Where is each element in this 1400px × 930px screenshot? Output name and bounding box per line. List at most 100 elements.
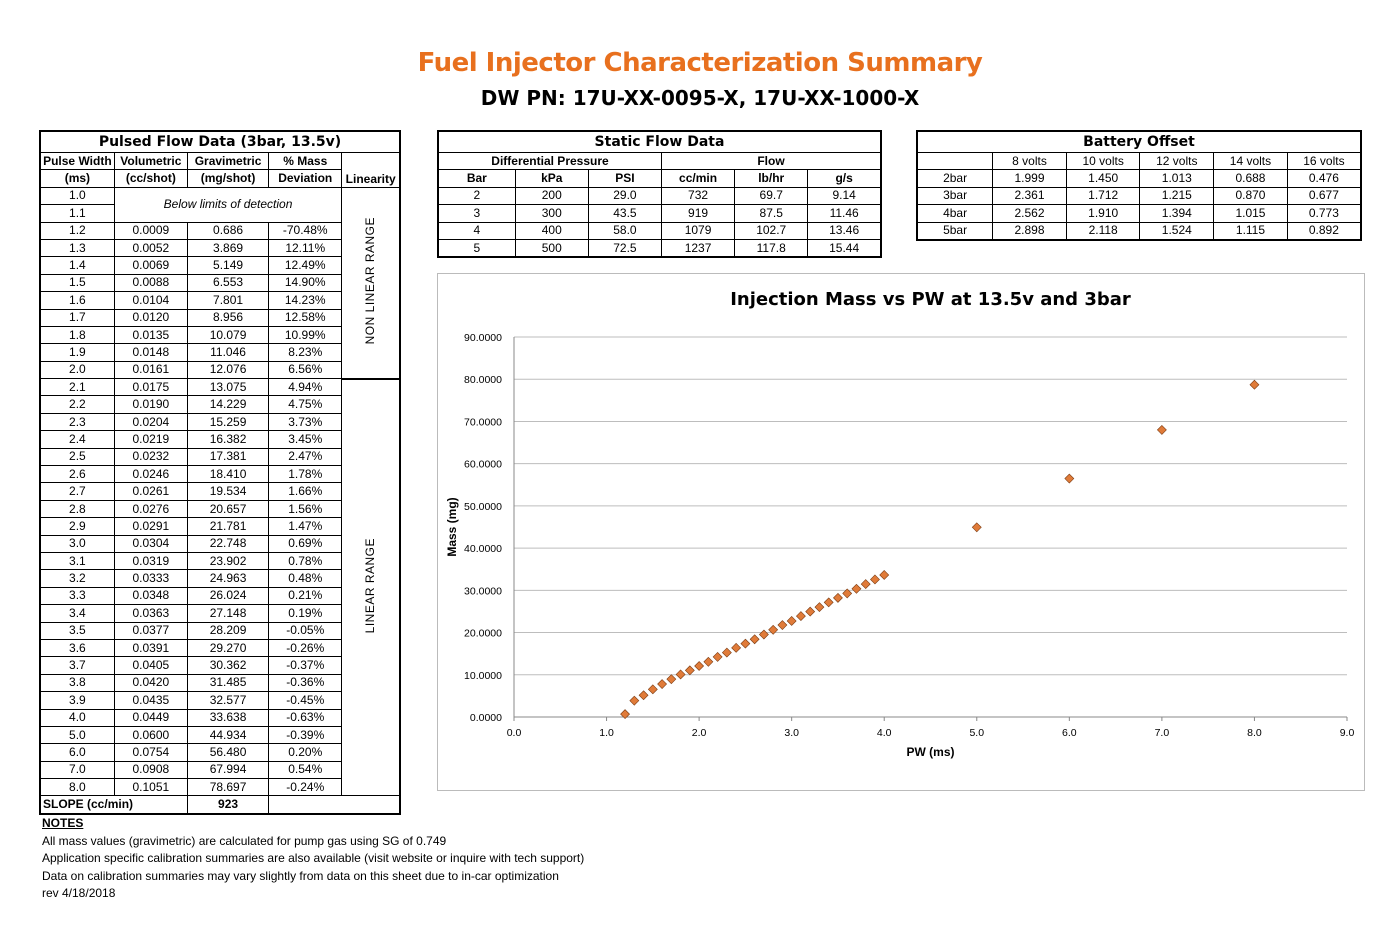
table-row: 1.4 0.0069 5.149 12.49% — [39, 256, 400, 275]
deviation-cell: -0.37% — [268, 656, 343, 675]
pulse-width-cell: 1.7 — [39, 308, 115, 327]
gravimetric-cell: 16.382 — [186, 430, 270, 449]
battery-cell: 2.361 — [992, 186, 1067, 206]
slope-label: SLOPE (cc/min) — [39, 795, 188, 815]
data-point — [879, 570, 890, 580]
battery-col-header: 8 volts — [992, 151, 1067, 171]
mass-vs-pw-chart: Injection Mass vs PW at 13.5v and 3bar 0.… — [437, 273, 1365, 791]
gravimetric-cell: 67.994 — [186, 760, 270, 780]
volumetric-cell: 0.0435 — [113, 691, 188, 710]
deviation-cell: 1.56% — [268, 499, 343, 519]
below-limits-note: Below limits of detection — [113, 186, 343, 223]
pulse-width-cell: 3.4 — [39, 604, 115, 623]
pulse-width-cell: 2.0 — [39, 360, 115, 380]
gravimetric-cell: 6.553 — [186, 273, 270, 293]
header-volumetric-unit: (cc/shot) — [113, 169, 188, 188]
data-point — [684, 665, 695, 676]
table-row: 3.7 0.0405 30.362 -0.37% — [39, 656, 400, 675]
deviation-cell: 0.69% — [268, 534, 343, 553]
battery-cell: 1.013 — [1139, 169, 1215, 188]
gravimetric-cell: 12.076 — [186, 360, 270, 380]
static-col-header: PSI — [587, 169, 662, 188]
pulse-width-cell: 1.3 — [39, 238, 115, 258]
data-point — [675, 669, 686, 680]
volumetric-cell: 0.0420 — [113, 673, 188, 693]
y-tick-label: 80.0000 — [464, 374, 502, 386]
x-tick-label: 8.0 — [1247, 727, 1262, 739]
gravimetric-cell: 20.657 — [186, 499, 270, 519]
battery-cell: 1.712 — [1065, 186, 1141, 206]
data-point — [712, 651, 723, 662]
deviation-cell: -0.39% — [268, 725, 343, 745]
table-row: 3.0 0.0304 22.748 0.69% — [39, 534, 400, 553]
volumetric-cell: 0.0405 — [113, 656, 188, 675]
pulse-width-cell: 6.0 — [39, 743, 115, 762]
static-cell: 58.0 — [587, 221, 662, 240]
gravimetric-cell: 33.638 — [186, 708, 270, 727]
deviation-cell: 1.66% — [268, 482, 343, 501]
static-col-header: lb/hr — [734, 169, 809, 188]
y-tick-label: 70.0000 — [464, 416, 502, 428]
table-row: 5.0 0.0600 44.934 -0.39% — [39, 725, 400, 745]
static-cell: 1079 — [660, 221, 736, 240]
volumetric-cell: 0.0232 — [113, 447, 188, 467]
data-point — [731, 642, 742, 653]
data-point — [666, 674, 677, 685]
x-tick-label: 4.0 — [877, 727, 892, 739]
static-cell: 500 — [514, 238, 589, 258]
static-cell: 29.0 — [587, 186, 662, 206]
y-tick-label: 20.0000 — [464, 628, 502, 640]
static-cell: 1237 — [660, 238, 736, 258]
battery-cell: 1.015 — [1213, 204, 1288, 223]
gravimetric-cell: 18.410 — [186, 465, 270, 484]
pulse-width-cell: 1.8 — [39, 325, 115, 345]
pulsed-flow-table: Pulsed Flow Data (3bar, 13.5v) Pulse Wid… — [39, 130, 401, 815]
x-tick-label: 0.0 — [507, 727, 522, 739]
gravimetric-cell: 22.748 — [186, 534, 270, 553]
pulse-width-cell: 3.8 — [39, 673, 115, 693]
deviation-cell: -0.05% — [268, 621, 343, 640]
battery-cell: 1.394 — [1139, 204, 1215, 223]
volumetric-cell: 0.0291 — [113, 517, 188, 536]
x-tick-label: 7.0 — [1155, 727, 1170, 739]
battery-col-header — [916, 151, 994, 171]
data-point — [721, 647, 732, 658]
battery-offset-caption: Battery Offset — [916, 130, 1362, 153]
table-row: 2 200 29.0 732 69.7 9.14 — [437, 186, 882, 206]
note-line-4: rev 4/18/2018 — [42, 886, 116, 900]
y-axis-label: Mass (mg) — [445, 497, 459, 556]
data-point — [647, 684, 658, 695]
table-row: 4.0 0.0449 33.638 -0.63% — [39, 708, 400, 727]
table-row: 4bar 2.562 1.910 1.394 1.015 0.773 — [916, 204, 1362, 223]
linear-range-cell: LINEAR RANGE — [341, 378, 401, 797]
header-mass-deviation: % Mass — [268, 151, 343, 171]
battery-cell: 2.562 — [992, 204, 1067, 223]
battery-col-header: 14 volts — [1213, 151, 1288, 171]
volumetric-cell: 0.0319 — [113, 551, 188, 571]
data-point — [823, 597, 834, 608]
data-point — [971, 522, 982, 533]
nonlinear-range-label: NON LINEAR RANGE — [363, 217, 378, 345]
data-point — [1249, 379, 1260, 390]
deviation-cell: 8.23% — [268, 343, 343, 362]
pulse-width-cell: 2.9 — [39, 517, 115, 536]
battery-cell: 0.892 — [1286, 221, 1362, 241]
differential-pressure-header: Differential Pressure — [437, 151, 662, 171]
gravimetric-cell: 14.229 — [186, 395, 270, 414]
static-cell: 2 — [437, 186, 516, 206]
table-row: 2.3 0.0204 15.259 3.73% — [39, 412, 400, 432]
pulse-width-cell: 3.7 — [39, 656, 115, 675]
header-gravimetric-unit: (mg/shot) — [186, 169, 270, 188]
static-cell: 72.5 — [587, 238, 662, 258]
gravimetric-cell: 23.902 — [186, 551, 270, 571]
volumetric-cell: 0.0052 — [113, 238, 188, 258]
volumetric-cell: 0.0246 — [113, 465, 188, 484]
table-row: 2.0 0.0161 12.076 6.56% — [39, 360, 400, 380]
gravimetric-cell: 28.209 — [186, 621, 270, 640]
deviation-cell: 4.94% — [268, 378, 343, 397]
data-point — [694, 661, 705, 671]
volumetric-cell: 0.0363 — [113, 604, 188, 623]
table-row: 1.7 0.0120 8.956 12.58% — [39, 308, 400, 327]
pulse-width-cell: 3.6 — [39, 638, 115, 658]
pulse-width-cell: 3.9 — [39, 691, 115, 710]
